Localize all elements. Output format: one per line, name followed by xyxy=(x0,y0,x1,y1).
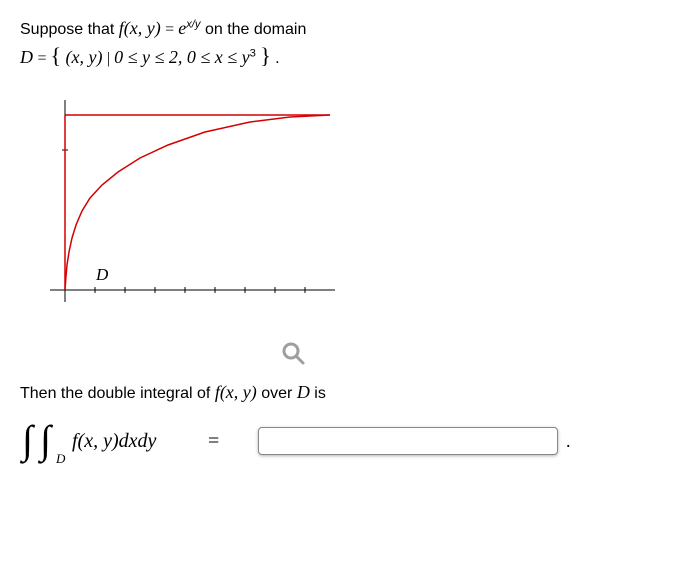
domain-graph: D xyxy=(30,90,680,334)
domain-pair: (x, y) xyxy=(66,47,103,67)
svg-text:f(x, y)dxdy: f(x, y)dxdy xyxy=(72,430,157,452)
graph-svg: D xyxy=(30,90,340,330)
then-prefix: Then the double integral of xyxy=(20,385,215,402)
func-exp: x/y xyxy=(186,19,200,31)
final-period: . xyxy=(566,431,571,452)
on-domain-text: on the domain xyxy=(205,21,306,38)
func-lhs: f(x, y) xyxy=(119,18,161,38)
set-open: { xyxy=(50,43,61,68)
then-D: D xyxy=(297,382,310,402)
then-line: Then the double integral of f(x, y) over… xyxy=(20,382,680,403)
func-base: e xyxy=(178,18,186,38)
domain-period: . xyxy=(275,50,279,67)
domain-eq: = xyxy=(37,50,50,67)
problem-line-1: Suppose that f(x, y) = ex/y on the domai… xyxy=(20,16,680,41)
answer-input[interactable] xyxy=(258,427,558,455)
magnifier-icon[interactable] xyxy=(280,340,680,370)
svg-text:∫: ∫ xyxy=(20,417,36,464)
svg-text:=: = xyxy=(208,430,219,452)
domain-D: D xyxy=(20,47,33,67)
svg-text:D: D xyxy=(95,265,109,284)
svg-text:∫: ∫ xyxy=(37,417,54,464)
double-integral-expr: ∫∫Df(x, y)dxdy= xyxy=(20,417,250,465)
svg-text:D: D xyxy=(55,451,66,465)
then-suffix: is xyxy=(314,385,326,402)
eq-sign: = xyxy=(165,21,178,38)
integral-row: ∫∫Df(x, y)dxdy= . xyxy=(20,417,680,465)
set-close: } xyxy=(260,43,271,68)
suppose-text: Suppose that xyxy=(20,21,119,38)
then-func: f(x, y) xyxy=(215,382,257,402)
then-middle: over xyxy=(261,385,297,402)
domain-cond: 0 ≤ y ≤ 2, 0 ≤ x ≤ y xyxy=(114,47,249,67)
domain-exp: 3 xyxy=(250,48,256,60)
problem-line-2: D = { (x, y) | 0 ≤ y ≤ 2, 0 ≤ x ≤ y3 } . xyxy=(20,41,680,72)
